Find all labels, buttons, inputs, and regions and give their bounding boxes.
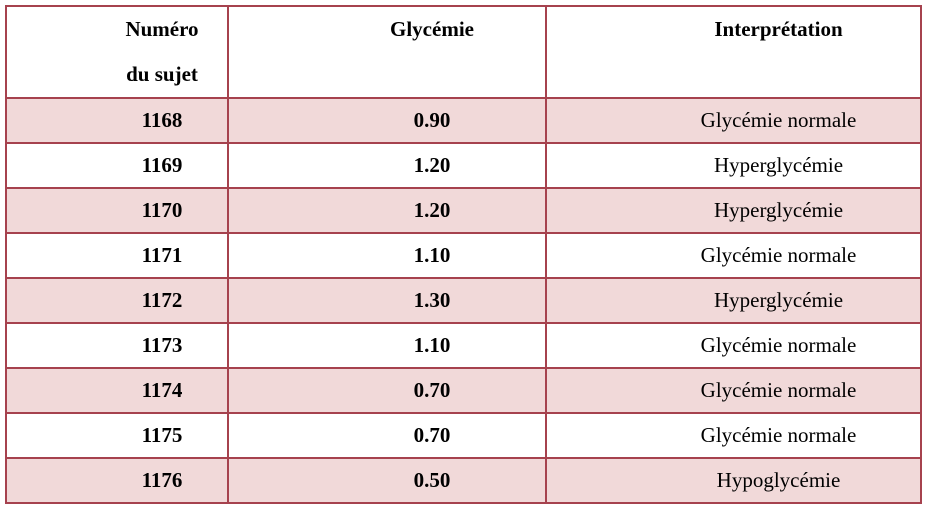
table-cell: 1.10 [227,322,547,369]
header-text: Numéro du sujet [125,17,199,86]
table-cell: 1170 [5,187,229,234]
table-row: 1176 0.50 Hypoglycémie [5,457,922,504]
table-cell: 1.30 [227,277,547,324]
table-cell: 1173 [5,322,229,369]
table-cell: 1169 [5,142,229,189]
table-row: 1172 1.30 Hyperglycémie [5,277,922,324]
data-table: Numéro du sujet Glycémie Interprétation … [5,5,922,504]
header-cell: Numéro du sujet [5,5,229,99]
table-cell: 1.10 [227,232,547,279]
header-cell: Interprétation [545,5,922,99]
table-cell: 0.70 [227,412,547,459]
table-cell: Glycémie normale [545,232,922,279]
table-cell: 0.50 [227,457,547,504]
table-cell: 1.20 [227,187,547,234]
table-row: 1169 1.20 Hyperglycémie [5,142,922,189]
table-cell: Hyperglycémie [545,187,922,234]
table-cell: 1171 [5,232,229,279]
table-cell: 1174 [5,367,229,414]
table-row: 1168 0.90 Glycémie normale [5,97,922,144]
table-cell: 0.90 [227,97,547,144]
table-body: 1168 0.90 Glycémie normale 1169 1.20 Hypergly… [5,97,922,504]
header-row: Numéro du sujet Glycémie Interprétation [5,5,922,99]
table-cell: Glycémie normale [545,97,922,144]
table-cell: 1176 [5,457,229,504]
table-cell: Hyperglycémie [545,277,922,324]
header-cell: Glycémie [227,5,547,99]
table-cell: Glycémie normale [545,322,922,369]
table-cell: 0.70 [227,367,547,414]
table-cell: 1175 [5,412,229,459]
table-row: 1171 1.10 Glycémie normale [5,232,922,279]
table-cell: Glycémie normale [545,367,922,414]
table-cell: Hypoglycémie [545,457,922,504]
table-cell: 1172 [5,277,229,324]
table-cell: Hyperglycémie [545,142,922,189]
table-row: 1174 0.70 Glycémie normale [5,367,922,414]
table-row: 1175 0.70 Glycémie normale [5,412,922,459]
table-cell: 1.20 [227,142,547,189]
table-cell: Glycémie normale [545,412,922,459]
table-row: 1173 1.10 Glycémie normale [5,322,922,369]
table-cell: 1168 [5,97,229,144]
table-row: 1170 1.20 Hyperglycémie [5,187,922,234]
